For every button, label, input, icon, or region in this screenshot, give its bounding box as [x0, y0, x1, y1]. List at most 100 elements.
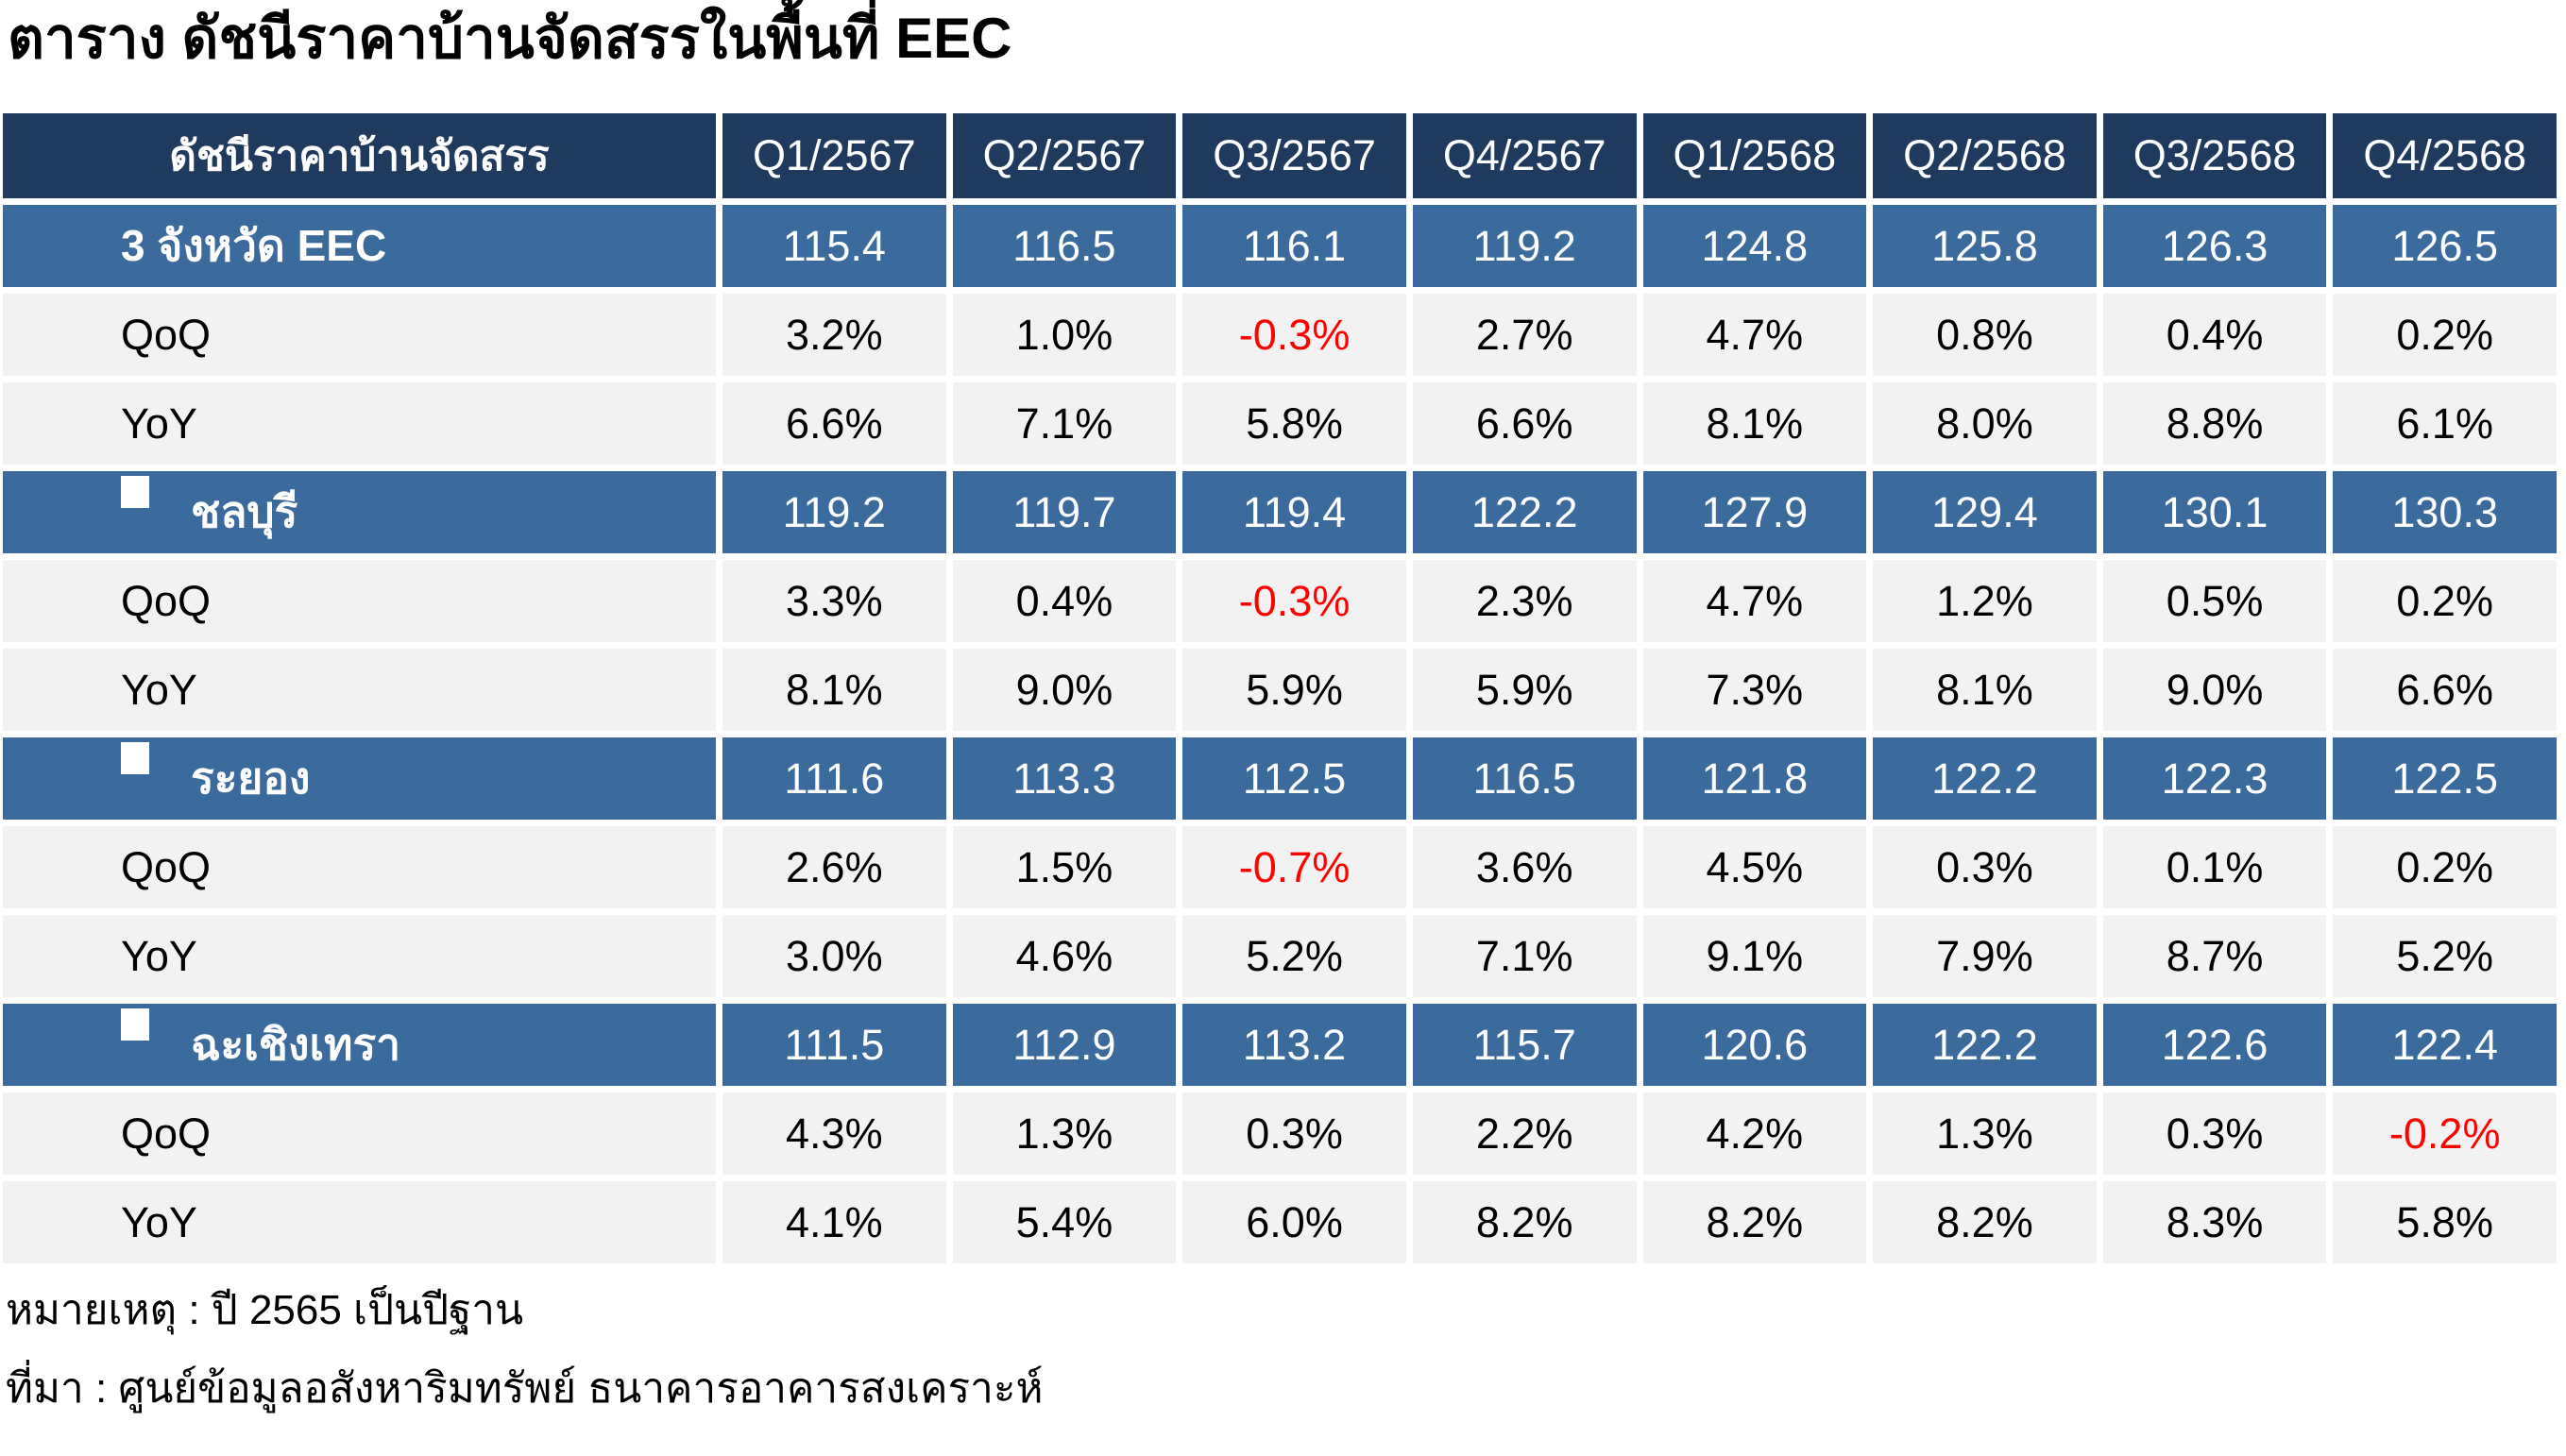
header-q2-2568: Q2/2568 [1873, 113, 2097, 198]
yoy-value: 9.0% [2102, 649, 2327, 731]
yoy-value: 4.1% [722, 1181, 946, 1263]
yoy-value: 6.6% [722, 382, 946, 465]
qoq-value: 0.3% [2102, 1092, 2327, 1175]
index-value: 113.3 [952, 737, 1177, 820]
yoy-value: 5.2% [1182, 915, 1406, 997]
footnote-source: ที่มา : ศูนย์ข้อมูลอสังหาริมทรัพย์ ธนาคา… [6, 1364, 1044, 1412]
header-q4-2567: Q4/2567 [1412, 113, 1637, 198]
qoq-value: 1.5% [952, 826, 1177, 908]
square-bullet-icon [121, 475, 149, 508]
header-q1-2568: Q1/2568 [1642, 113, 1867, 198]
yoy-value: 8.2% [1873, 1181, 2097, 1263]
index-value: 116.1 [1182, 205, 1406, 287]
qoq-value: 4.3% [722, 1092, 946, 1175]
qoq-value: 1.2% [1873, 560, 2097, 642]
qoq-value: 2.3% [1412, 560, 1637, 642]
qoq-value: -0.7% [1182, 826, 1406, 908]
yoy-value: 8.7% [2102, 915, 2327, 997]
yoy-value: 8.1% [1873, 649, 2097, 731]
group-name: ชลบุรี [191, 487, 298, 536]
yoy-value: 8.0% [1873, 382, 2097, 465]
yoy-value: 6.6% [2333, 649, 2557, 731]
index-value: 124.8 [1642, 205, 1867, 287]
group-name: ฉะเชิงเทรา [191, 1020, 401, 1069]
header-index-name: ดัชนีราคาบ้านจัดสรร [3, 113, 716, 198]
qoq-value: 2.6% [722, 826, 946, 908]
qoq-value: 0.4% [2102, 294, 2327, 376]
header-q4-2568: Q4/2568 [2333, 113, 2557, 198]
qoq-row-label: QoQ [3, 560, 716, 642]
page-title: ตาราง ดัชนีราคาบ้านจัดสรรในพื้นที่ EEC [8, 7, 1012, 70]
qoq-value: 0.3% [1182, 1092, 1406, 1175]
index-value: 112.9 [952, 1004, 1177, 1086]
index-value: 122.3 [2102, 737, 2327, 820]
yoy-value: 7.3% [1642, 649, 1867, 731]
qoq-value: 3.6% [1412, 826, 1637, 908]
qoq-value: 0.4% [952, 560, 1177, 642]
yoy-row-label: YoY [3, 649, 716, 731]
footnotes: หมายเหตุ : ปี 2565 เป็นปีฐาน ที่มา : ศูน… [6, 1286, 1044, 1443]
qoq-value: -0.2% [2333, 1092, 2557, 1175]
housing-price-index-table: ดัชนีราคาบ้านจัดสรร Q1/2567 Q2/2567 Q3/2567… [3, 113, 2557, 1263]
yoy-value: 6.6% [1412, 382, 1637, 465]
yoy-value: 9.0% [952, 649, 1177, 731]
qoq-value: 0.1% [2102, 826, 2327, 908]
qoq-value: 3.3% [722, 560, 946, 642]
index-value: 125.8 [1873, 205, 2097, 287]
yoy-value: 6.0% [1182, 1181, 1406, 1263]
qoq-value: 4.7% [1642, 560, 1867, 642]
index-value: 115.4 [722, 205, 946, 287]
index-value: 122.5 [2333, 737, 2557, 820]
index-value: 112.5 [1182, 737, 1406, 820]
index-value: 119.7 [952, 471, 1177, 553]
group-row-label-3: ฉะเชิงเทรา [3, 1004, 716, 1086]
index-value: 111.5 [722, 1004, 946, 1086]
qoq-value: -0.3% [1182, 294, 1406, 376]
qoq-value: 0.5% [2102, 560, 2327, 642]
qoq-value: 2.7% [1412, 294, 1637, 376]
qoq-value: 0.2% [2333, 560, 2557, 642]
index-value: 116.5 [952, 205, 1177, 287]
header-q3-2568: Q3/2568 [2102, 113, 2327, 198]
yoy-value: 5.9% [1412, 649, 1637, 731]
qoq-value: 1.3% [1873, 1092, 2097, 1175]
yoy-value: 5.2% [2333, 915, 2557, 997]
qoq-value: 0.8% [1873, 294, 2097, 376]
index-value: 122.2 [1412, 471, 1637, 553]
yoy-value: 6.1% [2333, 382, 2557, 465]
index-value: 121.8 [1642, 737, 1867, 820]
yoy-row-label: YoY [3, 1181, 716, 1263]
square-bullet-icon [121, 1007, 149, 1041]
qoq-row-label: QoQ [3, 826, 716, 908]
qoq-value: 0.2% [2333, 294, 2557, 376]
index-value: 126.3 [2102, 205, 2327, 287]
index-value: 126.5 [2333, 205, 2557, 287]
index-value: 113.2 [1182, 1004, 1406, 1086]
index-value: 127.9 [1642, 471, 1867, 553]
index-value: 119.2 [722, 471, 946, 553]
yoy-value: 7.1% [952, 382, 1177, 465]
qoq-value: 1.0% [952, 294, 1177, 376]
yoy-value: 5.8% [1182, 382, 1406, 465]
qoq-row-label: QoQ [3, 1092, 716, 1175]
qoq-value: 4.2% [1642, 1092, 1867, 1175]
header-q2-2567: Q2/2567 [952, 113, 1177, 198]
qoq-value: 4.7% [1642, 294, 1867, 376]
yoy-value: 5.8% [2333, 1181, 2557, 1263]
index-value: 130.1 [2102, 471, 2327, 553]
group-row-label-0: 3 จังหวัด EEC [3, 205, 716, 287]
index-value: 119.2 [1412, 205, 1637, 287]
yoy-value: 5.4% [952, 1181, 1177, 1263]
square-bullet-icon [121, 741, 149, 774]
index-value: 122.4 [2333, 1004, 2557, 1086]
group-name: 3 จังหวัด EEC [121, 221, 387, 270]
qoq-value: 0.2% [2333, 826, 2557, 908]
index-value: 122.2 [1873, 737, 2097, 820]
group-row-label-2: ระยอง [3, 737, 716, 820]
header-q1-2567: Q1/2567 [722, 113, 946, 198]
yoy-value: 5.9% [1182, 649, 1406, 731]
yoy-value: 3.0% [722, 915, 946, 997]
group-row-label-1: ชลบุรี [3, 471, 716, 553]
yoy-value: 8.2% [1412, 1181, 1637, 1263]
index-value: 122.2 [1873, 1004, 2097, 1086]
